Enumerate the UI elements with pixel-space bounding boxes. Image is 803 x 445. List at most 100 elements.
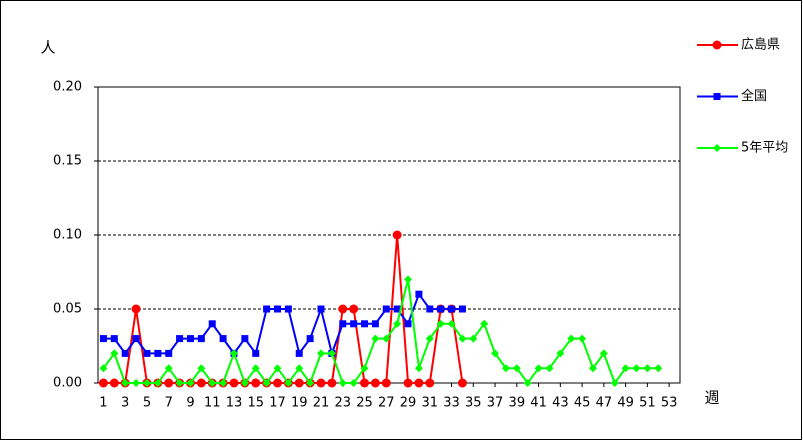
legend-label: 全国 xyxy=(741,88,767,104)
x-tick-label: 33 xyxy=(443,396,460,411)
marker xyxy=(142,379,151,387)
marker xyxy=(208,379,217,387)
marker xyxy=(240,379,249,387)
marker xyxy=(370,378,380,388)
series-line xyxy=(103,234,464,384)
marker xyxy=(458,305,466,313)
marker xyxy=(295,364,304,373)
marker xyxy=(284,305,292,313)
marker xyxy=(404,275,413,284)
marker xyxy=(165,349,173,357)
marker xyxy=(393,319,402,328)
marker xyxy=(382,305,390,313)
marker xyxy=(132,335,140,343)
marker xyxy=(109,378,119,388)
marker xyxy=(338,304,348,314)
marker xyxy=(350,320,358,328)
marker xyxy=(621,364,630,373)
x-tick-label: 3 xyxy=(121,396,129,411)
marker xyxy=(208,320,216,328)
marker xyxy=(186,379,195,387)
marker xyxy=(458,334,467,343)
marker xyxy=(263,305,271,313)
x-tick-label: 47 xyxy=(596,396,613,411)
marker xyxy=(469,334,478,343)
marker xyxy=(381,378,391,388)
marker xyxy=(186,335,194,343)
x-tick-label: 27 xyxy=(378,396,395,411)
x-tick-label: 41 xyxy=(530,396,547,411)
marker xyxy=(361,320,369,328)
marker xyxy=(501,364,510,373)
x-tick-label: 29 xyxy=(400,396,417,411)
marker xyxy=(425,378,435,388)
marker xyxy=(131,304,141,314)
x-tick-label: 9 xyxy=(186,396,194,411)
marker xyxy=(523,379,532,387)
x-tick-label: 35 xyxy=(465,396,482,411)
marker xyxy=(229,378,239,388)
marker xyxy=(327,378,337,388)
x-tick-label: 21 xyxy=(313,396,330,411)
marker xyxy=(306,335,314,343)
x-tick-label: 53 xyxy=(661,396,678,411)
marker xyxy=(132,379,141,387)
marker xyxy=(110,349,119,358)
marker xyxy=(143,349,151,357)
marker xyxy=(164,378,174,388)
x-tick-label: 17 xyxy=(269,396,286,411)
marker xyxy=(712,40,722,50)
x-tick-label: 37 xyxy=(487,396,504,411)
marker xyxy=(426,305,434,313)
marker xyxy=(415,290,423,298)
x-tick-label: 31 xyxy=(422,396,439,411)
x-tick-label: 11 xyxy=(204,396,221,411)
series-line xyxy=(102,279,659,386)
x-tick-label: 7 xyxy=(165,396,173,411)
marker xyxy=(457,378,467,388)
marker xyxy=(360,364,369,373)
marker xyxy=(360,378,370,388)
marker xyxy=(306,379,315,387)
marker xyxy=(251,378,261,388)
marker xyxy=(251,364,260,373)
marker xyxy=(197,364,206,373)
y-tick-label: 0.00 xyxy=(53,376,82,391)
marker xyxy=(252,349,260,357)
y-tick-label: 0.15 xyxy=(53,154,82,169)
marker xyxy=(371,334,380,343)
marker xyxy=(448,305,456,313)
marker xyxy=(643,364,652,373)
marker xyxy=(403,378,413,388)
marker xyxy=(534,364,543,373)
marker xyxy=(176,335,184,343)
x-tick-label: 13 xyxy=(226,396,243,411)
marker xyxy=(196,378,206,388)
x-tick-label: 45 xyxy=(574,396,591,411)
marker xyxy=(392,230,402,240)
marker xyxy=(425,334,434,343)
marker xyxy=(447,319,456,328)
marker xyxy=(121,349,129,357)
marker xyxy=(414,378,424,388)
marker xyxy=(241,335,249,343)
x-tick-label: 25 xyxy=(356,396,373,411)
marker xyxy=(99,335,107,343)
y-tick-label: 0.05 xyxy=(53,302,82,317)
marker xyxy=(414,364,423,373)
marker xyxy=(349,304,359,314)
marker xyxy=(713,144,721,152)
marker xyxy=(436,319,445,328)
marker xyxy=(154,349,162,357)
marker xyxy=(512,364,521,373)
x-axis-label: 週 xyxy=(704,389,719,407)
marker xyxy=(284,379,293,387)
legend-label: 広島県 xyxy=(741,38,780,53)
marker xyxy=(197,335,205,343)
marker xyxy=(317,305,325,313)
marker xyxy=(491,349,500,358)
marker xyxy=(567,334,576,343)
x-tick-label: 1 xyxy=(99,396,107,411)
x-tick-label: 39 xyxy=(509,396,526,411)
